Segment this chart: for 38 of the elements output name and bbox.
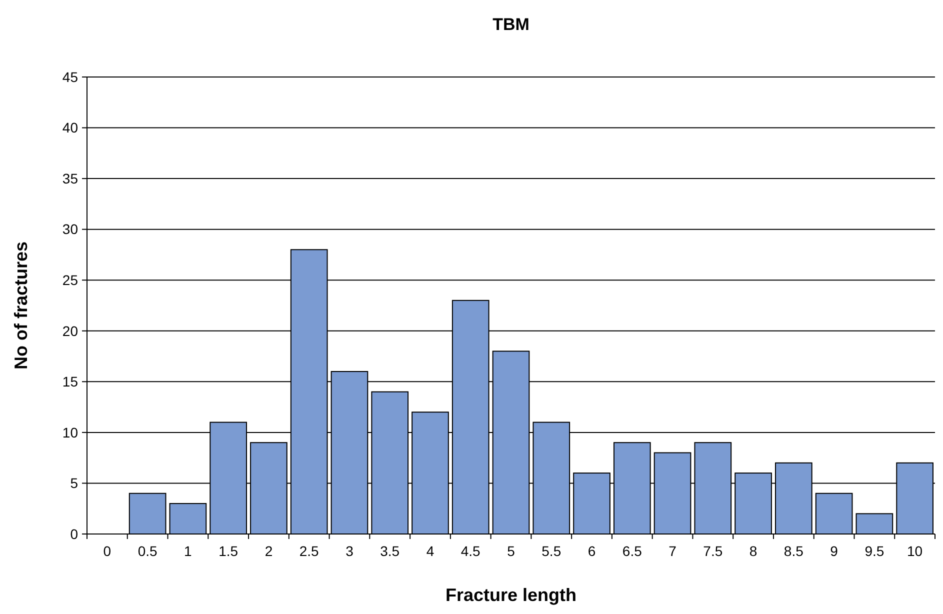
y-tick-label: 5 (70, 475, 78, 492)
x-tick-label: 2 (264, 543, 273, 559)
x-tick-label: 8.5 (784, 543, 804, 559)
x-tick-label: 5 (507, 543, 516, 559)
y-tick-label: 0 (70, 526, 78, 542)
x-tick-label: 0 (103, 543, 112, 559)
x-tick-label: 2.5 (299, 543, 320, 559)
x-tick-label: 3.5 (380, 543, 400, 559)
x-tick-label: 9 (830, 543, 838, 559)
bar (169, 503, 207, 534)
x-tick-label: 6.5 (622, 543, 642, 559)
x-tick-label: 7.5 (703, 543, 723, 559)
x-tick-label: 9.5 (864, 543, 884, 559)
bar (856, 513, 894, 534)
x-tick-label: 0.5 (138, 543, 158, 559)
y-tick-label: 25 (62, 272, 78, 288)
y-tick-label: 40 (62, 120, 78, 136)
x-tick-label: 7 (668, 543, 677, 559)
x-tick-label: 8 (749, 543, 758, 559)
y-tick-label: 35 (62, 170, 78, 186)
y-axis-title: No of fractures (11, 241, 31, 370)
chart-title: TBM (492, 15, 530, 34)
bar (815, 492, 853, 534)
x-tick-label: 10 (907, 543, 923, 559)
x-tick-label: 6 (588, 543, 596, 559)
y-tick-label: 10 (62, 424, 78, 440)
bar (128, 492, 166, 534)
x-tick-label: 3 (346, 543, 354, 559)
x-tick-label: 4 (426, 543, 434, 559)
x-tick-label: 5.5 (542, 543, 562, 559)
y-tick-label: 15 (62, 374, 78, 390)
x-tick-label: 4.5 (460, 543, 481, 559)
y-tick-label: 30 (62, 221, 78, 238)
x-tick-label: 1.5 (218, 543, 238, 559)
x-tick-label: 1 (184, 543, 192, 559)
y-tick-label: 20 (62, 322, 78, 339)
x-axis-title: Fracture length (445, 585, 577, 605)
y-tick-label: 45 (62, 68, 78, 85)
